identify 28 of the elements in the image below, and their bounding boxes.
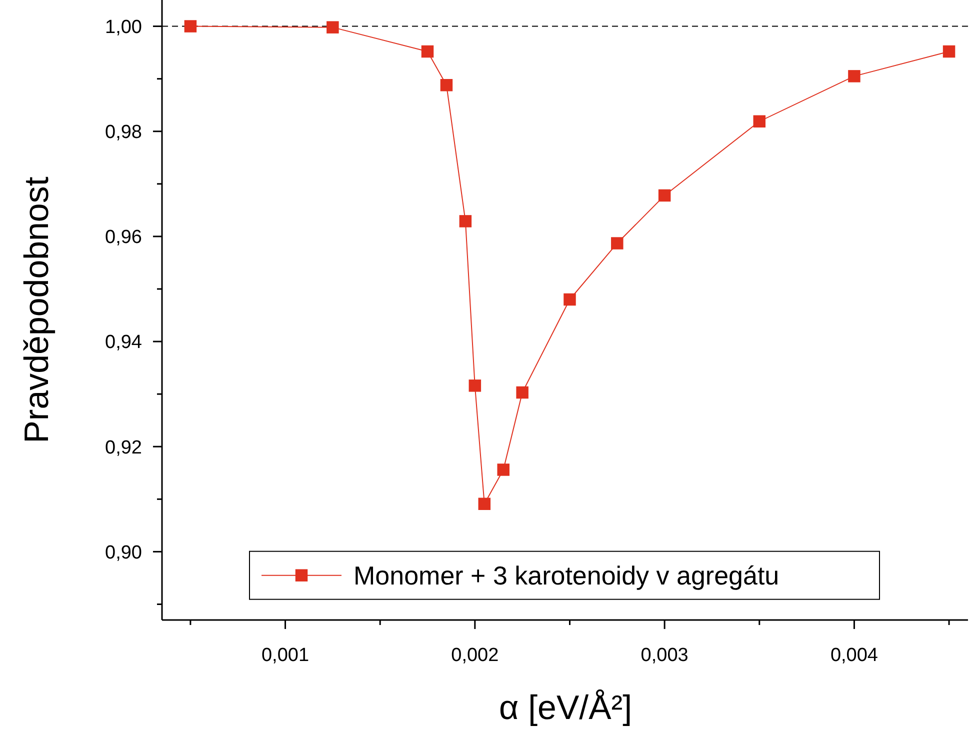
point [326, 21, 339, 34]
point [942, 45, 956, 58]
point [421, 45, 434, 58]
y-tick-label: 0,92 [105, 437, 142, 458]
point [516, 386, 528, 399]
point [184, 20, 197, 32]
x-tick-label: 0,002 [451, 645, 499, 666]
point [753, 115, 766, 128]
point [468, 380, 482, 392]
x-tick-label: 0,004 [830, 645, 878, 666]
legend-label: Monomer + 3 karotenoidy v agregátu [354, 560, 780, 590]
y-tick-label: 0,90 [105, 542, 142, 564]
x-tick-label: 0,001 [261, 645, 310, 666]
point [440, 78, 453, 92]
y-tick-label: 1,00 [105, 16, 142, 38]
y-tick-label: 0,98 [105, 122, 142, 144]
point [611, 237, 624, 250]
point [658, 189, 671, 202]
point [564, 293, 576, 306]
point [478, 498, 491, 510]
y-axis-title: Pravděpodobnost [18, 176, 56, 444]
x-axis-title: α [eV/Å²] [498, 689, 632, 727]
point [497, 464, 510, 476]
point [459, 215, 472, 228]
y-tick-label: 0,94 [105, 332, 142, 354]
y-tick-label: 0,96 [105, 227, 142, 248]
x-tick-label: 0,003 [640, 645, 688, 666]
point [848, 70, 860, 82]
